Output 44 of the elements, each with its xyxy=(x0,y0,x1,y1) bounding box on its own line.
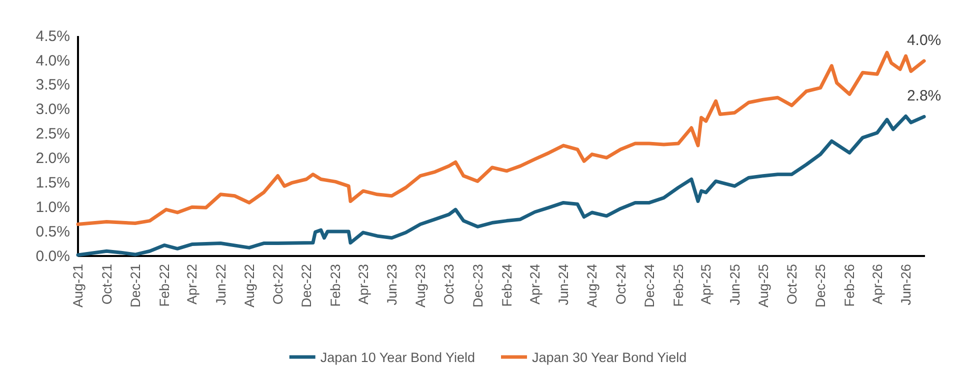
x-tick-label: Apr-22 xyxy=(184,264,200,305)
y-tick-label: 1.5% xyxy=(36,174,70,192)
x-tick-label: Jun-23 xyxy=(384,264,400,306)
x-tick-label: Feb-23 xyxy=(328,264,344,307)
x-tick-label: Oct-22 xyxy=(270,264,286,305)
annotation: 4.0% xyxy=(906,32,942,49)
x-tick-label: Jun-22 xyxy=(213,264,228,306)
x-tick-label: Apr-25 xyxy=(698,264,714,305)
y-tick-label: 2.0% xyxy=(36,150,70,168)
y-tick-label: 3.0% xyxy=(36,101,70,118)
annotation: 2.8% xyxy=(906,88,942,105)
x-tick-label: Dec-24 xyxy=(642,264,657,308)
y-tick-label: 0.5% xyxy=(36,223,70,240)
x-tick-label: Aug-25 xyxy=(756,264,771,308)
x-tick-label: Oct-21 xyxy=(99,264,114,305)
x-tick-label: Feb-26 xyxy=(842,264,858,307)
x-tick-label: Aug-24 xyxy=(584,264,600,308)
x-tick-label: Oct-23 xyxy=(442,264,457,305)
x-tick-label: Jun-24 xyxy=(556,264,572,306)
x-tick-label: Aug-23 xyxy=(413,264,428,308)
y-tick-label: 4.5% xyxy=(36,28,70,45)
y-tick-label: 1.0% xyxy=(36,198,70,216)
x-tick-label: Dec-23 xyxy=(470,264,486,308)
y-tick-label: 4.0% xyxy=(36,52,70,70)
x-tick-label: Oct-24 xyxy=(613,264,628,305)
legend-label: Japan 30 Year Bond Yield xyxy=(532,350,687,365)
x-tick-label: Apr-24 xyxy=(528,264,543,305)
y-tick-label: 2.5% xyxy=(36,126,70,143)
legend-label: Japan 10 Year Bond Yield xyxy=(320,350,475,365)
x-tick-label: Jun-26 xyxy=(898,264,914,306)
x-tick-label: Dec-25 xyxy=(813,264,828,308)
x-tick-label: Aug-22 xyxy=(242,264,257,308)
x-tick-label: Dec-21 xyxy=(128,264,143,308)
x-tick-label: Dec-22 xyxy=(299,264,314,308)
y-tick-label: 3.5% xyxy=(36,76,70,94)
x-tick-label: Feb-25 xyxy=(671,264,686,307)
x-tick-label: Jun-25 xyxy=(727,264,742,306)
x-tick-label: Oct-25 xyxy=(784,264,800,305)
x-tick-label: Apr-23 xyxy=(356,264,371,305)
x-tick-label: Aug-21 xyxy=(70,264,86,308)
x-tick-label: Apr-26 xyxy=(870,264,885,305)
y-tick-label: 0.0% xyxy=(36,248,70,265)
x-tick-label: Feb-24 xyxy=(499,264,514,307)
x-tick-label: Feb-22 xyxy=(157,264,172,307)
